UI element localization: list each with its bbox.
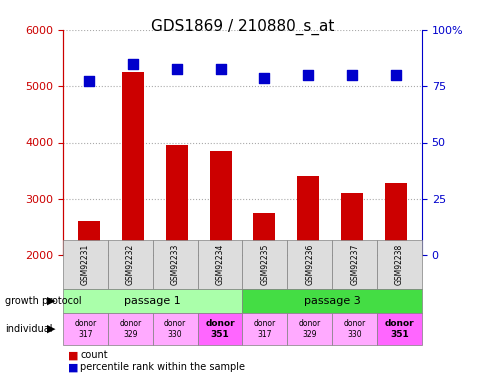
Text: ▶: ▶: [47, 296, 56, 306]
Text: ■: ■: [68, 362, 78, 372]
Text: GSM92233: GSM92233: [170, 244, 180, 285]
Text: GDS1869 / 210880_s_at: GDS1869 / 210880_s_at: [151, 19, 333, 35]
Text: passage 1: passage 1: [124, 296, 181, 306]
Text: count: count: [80, 351, 107, 360]
Text: ▶: ▶: [47, 324, 56, 334]
Bar: [122, 72, 144, 368]
Text: donor
330: donor 330: [343, 320, 365, 339]
Bar: [253, 213, 275, 368]
Point: [129, 61, 136, 67]
Text: donor
317: donor 317: [253, 320, 275, 339]
Text: GSM92232: GSM92232: [125, 244, 135, 285]
Text: GSM92238: GSM92238: [394, 244, 403, 285]
Point: [303, 72, 311, 78]
Bar: [384, 183, 406, 368]
Point: [348, 72, 355, 78]
Bar: [78, 221, 100, 368]
Point: [85, 78, 93, 84]
Bar: [340, 193, 362, 368]
Bar: [166, 146, 187, 368]
Text: donor
351: donor 351: [205, 320, 234, 339]
Text: passage 3: passage 3: [303, 296, 360, 306]
Bar: [209, 151, 231, 368]
Text: individual: individual: [5, 324, 52, 334]
Text: ■: ■: [68, 351, 78, 360]
Point: [173, 66, 181, 72]
Bar: [297, 176, 318, 368]
Text: donor
317: donor 317: [74, 320, 96, 339]
Point: [391, 72, 399, 78]
Text: donor
329: donor 329: [298, 320, 320, 339]
Text: GSM92237: GSM92237: [349, 244, 359, 285]
Point: [260, 75, 268, 81]
Text: percentile rank within the sample: percentile rank within the sample: [80, 362, 244, 372]
Text: GSM92231: GSM92231: [81, 244, 90, 285]
Text: GSM92234: GSM92234: [215, 244, 224, 285]
Text: donor
351: donor 351: [384, 320, 413, 339]
Point: [216, 66, 224, 72]
Text: GSM92236: GSM92236: [304, 244, 314, 285]
Text: donor
330: donor 330: [164, 320, 186, 339]
Text: GSM92235: GSM92235: [260, 244, 269, 285]
Text: donor
329: donor 329: [119, 320, 141, 339]
Text: growth protocol: growth protocol: [5, 296, 81, 306]
